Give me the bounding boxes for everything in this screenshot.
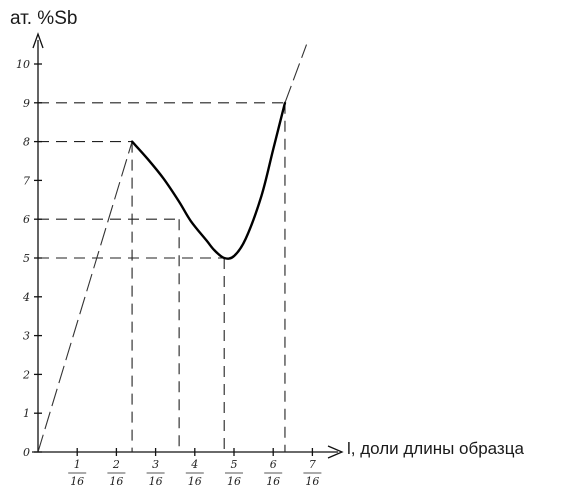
x-axis-arrow-icon [327, 445, 344, 459]
y-tick-label: 3 [23, 330, 30, 343]
x-tick-numerator: 6 [270, 458, 277, 471]
y-tick-label: 6 [23, 213, 30, 226]
y-tick-label: 2 [22, 368, 30, 381]
x-tick-numerator: 4 [190, 458, 198, 471]
x-tick-numerator: 7 [309, 458, 316, 471]
axes [32, 32, 344, 459]
y-tick-label: 0 [23, 446, 30, 459]
series-line-dashed-0 [37, 141, 133, 453]
series-group [37, 44, 308, 453]
y-tick-label: 4 [22, 291, 30, 304]
y-tick-label: 5 [23, 252, 30, 265]
y-tick-label: 7 [23, 174, 30, 187]
series-line-dashed-2 [284, 44, 308, 103]
y-tick-label: 1 [23, 407, 30, 420]
y-axis-title: ат. %Sb [10, 8, 77, 29]
x-tick-denominator: 16 [266, 475, 280, 488]
x-axis-title: l, доли длины образца [347, 439, 524, 458]
x-ticks: 1 16 2 16 3 16 4 16 5 16 6 16 7 16 [68, 448, 322, 488]
y-tick-label: 9 [23, 97, 30, 110]
x-tick-numerator: 3 [152, 458, 159, 471]
x-tick-numerator: 2 [112, 458, 120, 471]
guide-lines [38, 102, 286, 452]
x-tick-denominator: 16 [70, 475, 84, 488]
x-tick-numerator: 5 [231, 458, 238, 471]
x-tick-denominator: 16 [305, 475, 319, 488]
series-curve-solid [130, 101, 287, 260]
x-tick-denominator: 16 [149, 475, 163, 488]
x-tick-denominator: 16 [188, 475, 202, 488]
y-tick-label: 10 [16, 58, 30, 71]
x-tick-denominator: 16 [109, 475, 123, 488]
x-tick-denominator: 16 [227, 475, 241, 488]
y-ticks: 0 1 2 3 4 5 6 7 8 9 10 [16, 58, 42, 459]
x-tick-numerator: 1 [74, 458, 81, 471]
y-tick-label: 8 [23, 136, 30, 149]
y-axis-arrow-icon [32, 32, 44, 49]
